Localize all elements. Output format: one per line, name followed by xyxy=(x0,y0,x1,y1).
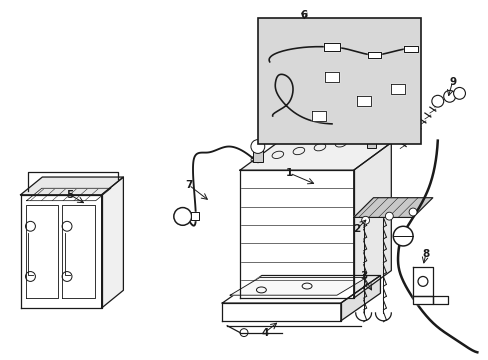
Text: 2: 2 xyxy=(352,224,360,234)
Polygon shape xyxy=(390,85,405,94)
Text: 9: 9 xyxy=(448,77,455,86)
Circle shape xyxy=(408,208,416,216)
Circle shape xyxy=(431,95,443,107)
Polygon shape xyxy=(20,195,102,308)
Circle shape xyxy=(364,125,378,139)
Polygon shape xyxy=(356,96,370,106)
Polygon shape xyxy=(412,296,447,304)
Polygon shape xyxy=(240,143,390,170)
Circle shape xyxy=(443,90,455,102)
Polygon shape xyxy=(25,204,58,298)
Text: 4: 4 xyxy=(261,328,268,338)
Text: 8: 8 xyxy=(422,249,428,259)
Polygon shape xyxy=(62,204,95,298)
Polygon shape xyxy=(367,52,381,58)
Polygon shape xyxy=(353,143,390,298)
Text: 6: 6 xyxy=(300,10,307,19)
Polygon shape xyxy=(230,278,366,295)
Text: 7: 7 xyxy=(184,180,192,190)
Polygon shape xyxy=(222,303,340,321)
Circle shape xyxy=(392,226,412,246)
Circle shape xyxy=(361,216,369,224)
Polygon shape xyxy=(325,72,338,82)
Text: 3: 3 xyxy=(359,271,366,282)
Bar xyxy=(257,18,420,144)
Polygon shape xyxy=(311,111,325,121)
Text: 1: 1 xyxy=(285,168,292,178)
Text: 5: 5 xyxy=(66,190,74,200)
Bar xyxy=(366,136,376,148)
Circle shape xyxy=(385,212,392,220)
Circle shape xyxy=(453,87,465,99)
Polygon shape xyxy=(324,43,339,51)
Polygon shape xyxy=(26,188,111,201)
Bar xyxy=(252,150,262,162)
Polygon shape xyxy=(190,212,198,220)
Polygon shape xyxy=(20,177,123,195)
Polygon shape xyxy=(240,170,353,298)
Polygon shape xyxy=(340,275,380,321)
Circle shape xyxy=(173,208,191,225)
Polygon shape xyxy=(404,46,417,52)
Polygon shape xyxy=(353,198,432,217)
Polygon shape xyxy=(222,275,380,303)
Circle shape xyxy=(250,140,264,153)
Polygon shape xyxy=(102,177,123,308)
Polygon shape xyxy=(412,267,432,304)
